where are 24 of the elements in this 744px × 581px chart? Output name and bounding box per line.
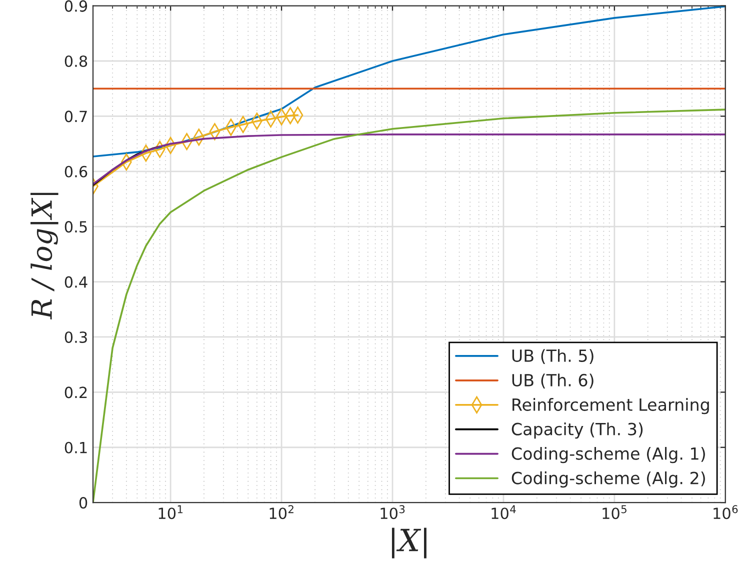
y-tick-label: 0.5 [64,221,87,233]
legend-label: UB (Th. 5) [512,349,594,364]
x-tick-label: 10$^{6}$ [714,505,738,520]
x-tick-label: 10$^{4}$ [492,505,516,520]
x-tick-label: 10$^{5}$ [602,505,626,520]
x-tick-label: 10$^{2}$ [270,505,294,520]
y-tick-label: 0.1 [64,442,87,454]
legend-label: Capacity (Th. 3) [512,422,643,439]
y-tick-label: 0.7 [64,110,87,122]
legend-label: Reinforcement Learning [512,398,709,414]
x-tick-label: 10$^{1}$ [158,505,183,520]
legend-label: Coding-scheme (Alg. 2) [512,471,705,488]
x-tick-label: 10$^{3}$ [380,505,405,520]
legend-label: UB (Th. 6) [512,374,594,388]
y-tick-label: 0 [79,497,88,509]
legend-label: Coding-scheme (Alg. 1) [512,446,705,464]
y-tick-label: 0.6 [64,166,88,178]
y-tick-label: 0.9 [64,0,88,12]
y-axis-title: R / log|X| [30,192,58,320]
x-axis-title: |X| [392,528,426,558]
y-tick-label: 0.4 [64,276,88,288]
y-tick-label: 0.3 [64,331,87,343]
y-tick-label: 0.2 [64,386,87,398]
y-tick-label: 0.8 [64,55,88,68]
